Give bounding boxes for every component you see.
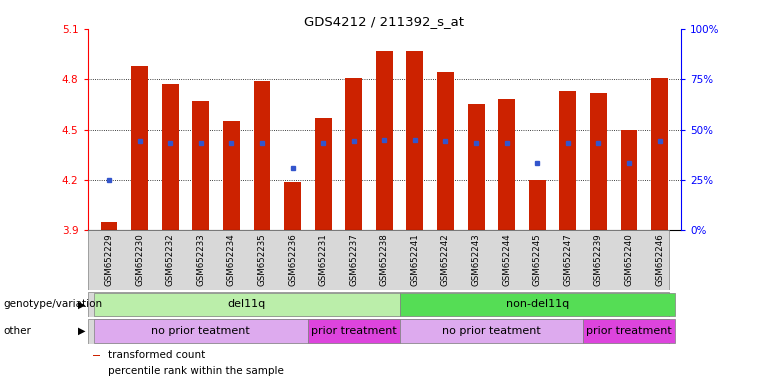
Bar <box>498 99 515 230</box>
Text: GSM652246: GSM652246 <box>655 233 664 286</box>
Bar <box>400 293 675 316</box>
Text: genotype/variation: genotype/variation <box>4 299 103 310</box>
Bar <box>100 222 117 230</box>
Bar <box>162 84 179 230</box>
Text: GSM652231: GSM652231 <box>319 233 328 286</box>
Text: GSM652244: GSM652244 <box>502 233 511 286</box>
Text: prior treatment: prior treatment <box>586 326 672 336</box>
Text: GSM652243: GSM652243 <box>472 233 481 286</box>
Text: GSM652247: GSM652247 <box>563 233 572 286</box>
Text: GSM652232: GSM652232 <box>166 233 174 286</box>
Bar <box>94 355 100 356</box>
Bar <box>583 319 675 343</box>
Bar <box>621 129 638 230</box>
Text: GSM652229: GSM652229 <box>104 233 113 286</box>
Text: GSM652241: GSM652241 <box>410 233 419 286</box>
Bar <box>529 180 546 230</box>
Bar <box>651 78 668 230</box>
Text: GSM652235: GSM652235 <box>257 233 266 286</box>
Text: GSM652238: GSM652238 <box>380 233 389 286</box>
Text: GSM652233: GSM652233 <box>196 233 205 286</box>
Bar <box>376 51 393 230</box>
Bar <box>94 293 400 316</box>
Text: no prior teatment: no prior teatment <box>151 326 250 336</box>
Text: GSM652230: GSM652230 <box>135 233 144 286</box>
Bar <box>590 93 607 230</box>
Bar <box>345 78 362 230</box>
Text: ▶: ▶ <box>78 326 86 336</box>
Bar <box>284 182 301 230</box>
Text: GSM652242: GSM652242 <box>441 233 450 286</box>
Bar <box>406 51 423 230</box>
Bar <box>253 81 270 230</box>
Bar <box>400 319 583 343</box>
Text: GSM652245: GSM652245 <box>533 233 542 286</box>
Text: non-del11q: non-del11q <box>505 299 569 310</box>
Text: GSM652237: GSM652237 <box>349 233 358 286</box>
Text: percentile rank within the sample: percentile rank within the sample <box>108 366 284 376</box>
Text: GSM652240: GSM652240 <box>625 233 634 286</box>
Text: GSM652234: GSM652234 <box>227 233 236 286</box>
Text: no prior teatment: no prior teatment <box>442 326 541 336</box>
Title: GDS4212 / 211392_s_at: GDS4212 / 211392_s_at <box>304 15 464 28</box>
Text: GSM652239: GSM652239 <box>594 233 603 286</box>
Bar <box>307 319 400 343</box>
Text: GSM652236: GSM652236 <box>288 233 297 286</box>
Bar <box>193 101 209 230</box>
Bar <box>315 118 332 230</box>
Text: transformed count: transformed count <box>108 350 205 360</box>
Text: prior treatment: prior treatment <box>310 326 396 336</box>
Bar <box>94 319 307 343</box>
Text: del11q: del11q <box>228 299 266 310</box>
Text: ▶: ▶ <box>78 299 86 310</box>
Bar <box>223 121 240 230</box>
Bar <box>559 91 576 230</box>
Bar <box>437 73 454 230</box>
Text: other: other <box>4 326 32 336</box>
Bar <box>131 66 148 230</box>
Bar <box>468 104 485 230</box>
